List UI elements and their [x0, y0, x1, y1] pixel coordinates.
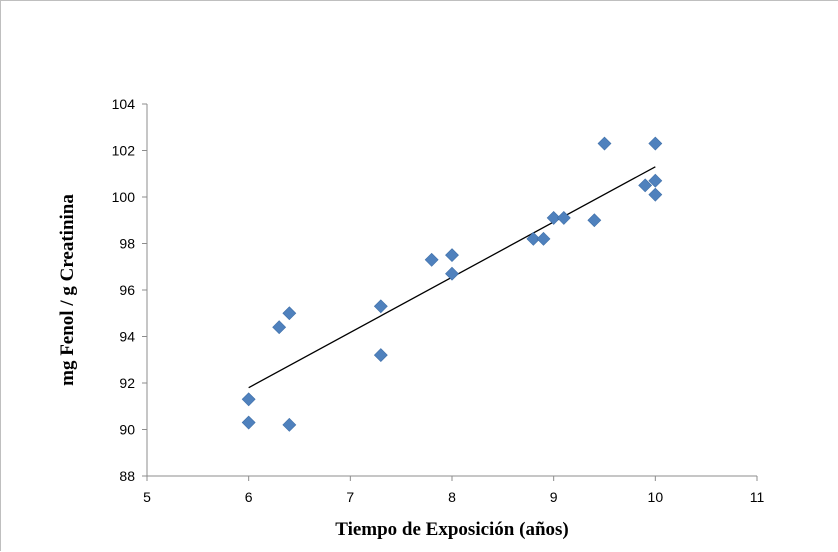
y-axis-title: mg Fenol / g Creatinina [57, 194, 78, 386]
y-axis-ticks: 88 90 92 94 96 98 100 102 104 [112, 96, 147, 484]
data-point [373, 299, 388, 314]
y-tick-label: 94 [119, 329, 135, 345]
data-point [241, 392, 256, 407]
data-point [445, 248, 459, 263]
data-point [648, 136, 663, 151]
x-tick-label: 5 [143, 489, 151, 505]
y-tick-label: 90 [119, 422, 135, 438]
data-point [648, 187, 663, 202]
x-tick-label: 7 [346, 489, 354, 505]
data-point [597, 136, 612, 151]
y-tick-label: 96 [119, 282, 135, 298]
data-points [241, 136, 663, 432]
y-tick-label: 104 [112, 96, 136, 112]
y-tick-label: 92 [119, 375, 135, 391]
x-axis-title: Tiempo de Exposición (años) [335, 519, 569, 540]
data-point [241, 415, 256, 430]
data-point [638, 178, 653, 193]
data-point [282, 306, 297, 321]
x-tick-label: 11 [750, 489, 765, 505]
data-point [587, 213, 602, 228]
y-tick-label: 100 [112, 189, 136, 205]
x-tick-label: 10 [648, 489, 664, 505]
data-point [424, 252, 439, 267]
data-point [536, 231, 551, 246]
data-point [282, 417, 297, 432]
y-tick-label: 98 [119, 236, 135, 252]
y-tick-label: 88 [119, 468, 135, 484]
data-point [526, 231, 541, 246]
x-tick-label: 8 [448, 489, 456, 505]
x-tick-label: 6 [245, 489, 253, 505]
y-tick-label: 102 [112, 143, 136, 159]
data-point [272, 320, 287, 335]
x-axis-ticks: 5 6 7 8 9 10 11 [143, 476, 764, 505]
data-point [546, 211, 561, 225]
data-point [373, 348, 388, 363]
x-tick-label: 9 [550, 489, 558, 505]
data-point [445, 266, 459, 281]
data-point [556, 211, 571, 225]
data-point [648, 173, 663, 188]
